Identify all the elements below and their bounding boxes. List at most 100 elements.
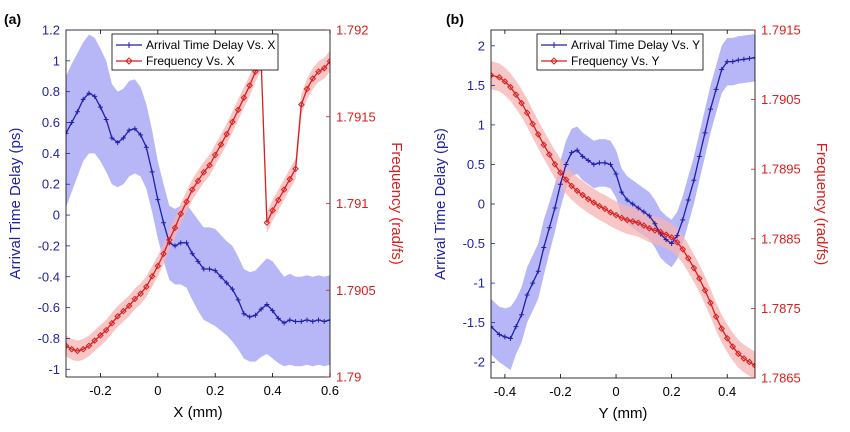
panel-b-series-0-point	[541, 245, 547, 250]
panel-a-series-1-point	[240, 94, 248, 101]
panel-b-x-tick-label: 0	[612, 384, 619, 399]
panel-a-series-0-band	[66, 34, 330, 367]
panel-a-series-0-point	[229, 286, 235, 292]
panel-b-series-0-point	[680, 217, 686, 223]
panel-a-series-0-point	[86, 90, 92, 96]
panel-b-legend: Arrival Time Delay Vs. Y Frequency Vs. Y	[536, 33, 704, 71]
panel-b-left-tick-label: -1.5	[463, 315, 485, 330]
panel-a-series-1-point	[85, 342, 93, 350]
panel-b-series-1-point	[529, 120, 536, 128]
panel-a-series-0-point	[201, 266, 207, 272]
panel-b-series-1-point	[651, 227, 659, 234]
panel-a-series-0-point	[327, 317, 330, 323]
panel-b-series-1-point	[512, 91, 520, 99]
panel-b-series-0-point	[563, 161, 569, 167]
panel-b-left-tick-label: -0.5	[463, 236, 485, 251]
panel-b-right-tick-label: 1.7865	[761, 371, 801, 386]
panel-a-series-1-point	[229, 118, 236, 126]
panel-a-series-1-point	[297, 101, 305, 108]
panel-a-series-1-line	[66, 59, 330, 352]
panel-a-x-tick-label: 0.2	[206, 383, 224, 398]
panel-a-series-0-point	[115, 140, 121, 146]
panel-b-left-tick-label: -1	[473, 276, 485, 291]
panel-a-series-0-point	[304, 317, 310, 323]
panel-a-left-tick-label: 0.6	[42, 115, 60, 130]
panel-b-right-tick-label: 1.7875	[761, 301, 801, 316]
panel-a-x-tick-label: 0.4	[264, 383, 282, 398]
panel-a-series-1-point	[309, 75, 317, 82]
panel-b-x-tick-label: -0.4	[494, 384, 516, 399]
panel-a-series-0-point	[74, 109, 80, 115]
panel-a-left-tick-label: 0.8	[42, 84, 60, 99]
panel-a-series-1-point	[125, 302, 133, 310]
panel-a-series-0-point	[224, 280, 230, 286]
panel-b-series-0-point	[524, 292, 530, 298]
panel-b-series-0-point	[719, 67, 725, 73]
panel-b-series-1-point	[735, 350, 742, 357]
panel-b-series-1-point	[557, 169, 564, 176]
panel-b-series-0-point	[630, 201, 636, 207]
panel-a-series-0-point	[321, 318, 327, 324]
panel-b-series-1-point	[546, 151, 553, 158]
panel-a-series-1-point	[102, 326, 110, 334]
panel-b-series-1-point	[646, 225, 653, 232]
panel-b-x-tick-label: 0.4	[718, 384, 736, 399]
panel-b-series-0-point	[652, 221, 658, 227]
panel-a-series-0-point	[184, 240, 190, 246]
panel-a-series-1-point	[131, 295, 139, 303]
panel-b-series-1-point	[618, 214, 625, 222]
panel-b-legend-arrival-label: Arrival Time Delay Vs. Y	[571, 38, 700, 52]
panel-a-series-1-point	[315, 68, 322, 75]
panel-b-series-1-point	[540, 141, 548, 149]
panel-a-series-1-point	[160, 250, 167, 258]
panel-b-left-tick-label: 0	[478, 197, 485, 212]
panel-b-data-layer	[491, 34, 755, 378]
panel-b-plot	[491, 34, 755, 378]
panel-b-series-1-point	[740, 355, 748, 362]
panel-a-series-0-point	[258, 306, 264, 312]
panel-b-series-1-point	[690, 264, 698, 272]
panel-b-series-1-point	[673, 238, 681, 246]
panel-b-series-1-point	[534, 131, 542, 138]
panel-b-series-0-point	[752, 55, 755, 61]
panel-b-series-0-line	[491, 57, 755, 340]
panel-b-series-1-point	[712, 313, 720, 321]
panel-b-series-1-point	[501, 78, 509, 85]
panel-b-series-1-point	[746, 358, 753, 366]
panel-a-series-0-point	[241, 311, 247, 317]
panel-b-series-0-point	[713, 86, 719, 92]
panel-b-right-axis-label: Frequency (rad/fs)	[813, 143, 830, 266]
panel-a-series-0-point	[275, 315, 281, 321]
panel-b-series-0-point	[530, 280, 536, 286]
panel-b-label: (b)	[446, 11, 464, 27]
panel-a-series-1-point	[280, 186, 288, 193]
panel-a-series-1-band	[66, 49, 330, 362]
panel-b-series-0-point	[535, 268, 541, 274]
panel-a-series-1-point	[252, 68, 259, 75]
panel-a-series-1-point	[97, 332, 104, 339]
panel-a-x-tick-label: -0.2	[89, 383, 111, 398]
panel-a-legend-swatch-marker	[125, 57, 133, 65]
panel-b-series-1-point	[491, 71, 495, 79]
panel-b-right-tick-label: 1.7895	[761, 162, 801, 177]
panel-a-series-1-point	[303, 85, 311, 93]
panel-b-series-0-point	[741, 56, 747, 62]
panel-a-x-tick-label: 0.6	[321, 383, 339, 398]
panel-b: (b) Y (mm) Arrival Time Delay (ps) Frequ…	[432, 11, 830, 422]
panel-b-series-1-point	[751, 362, 755, 369]
panel-b-series-1-point	[718, 325, 725, 332]
panel-b-left-tick-label: 2	[478, 38, 485, 53]
panel-a-series-1-point	[143, 283, 150, 291]
panel-a-left-tick-label: -0.6	[38, 300, 60, 315]
panel-b-series-0-point	[646, 213, 652, 219]
panel-a-series-0-point	[80, 96, 86, 102]
panel-a-series-0-point	[206, 266, 212, 272]
panel-a-series-0-point	[103, 116, 109, 122]
panel-a: (a) X (mm) Arrival Time Delay (ps) Frequ…	[4, 11, 405, 421]
panel-a-right-tick-label: 1.792	[336, 23, 369, 38]
panel-a-series-0-point	[69, 120, 75, 126]
panel-b-left-tick-label: 0.5	[467, 157, 485, 172]
panel-b-series-1-point	[596, 202, 603, 210]
panel-b-series-1-point	[640, 222, 648, 229]
panel-b-series-0-point	[557, 181, 563, 187]
